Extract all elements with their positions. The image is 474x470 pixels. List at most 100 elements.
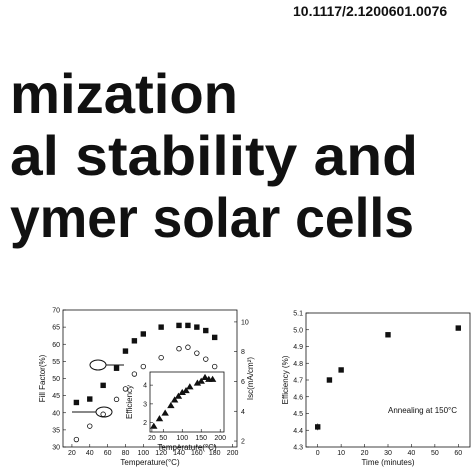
x-tick-label: 150 — [195, 435, 207, 442]
x-tick-label: 200 — [227, 450, 239, 457]
x-tick-label: 80 — [122, 450, 130, 457]
point — [203, 356, 209, 362]
point — [185, 322, 191, 329]
y-tick-label: 4.8 — [293, 361, 303, 368]
point — [158, 354, 164, 361]
y-tick-label: 70 — [52, 308, 60, 315]
point — [182, 386, 190, 394]
x-tick-label: 10 — [337, 450, 345, 457]
y-tick-label: 40 — [52, 410, 60, 417]
title-line: al stability and — [10, 124, 418, 187]
y-tick-label: 4.6 — [293, 394, 303, 401]
y-tick-label: 3 — [143, 401, 147, 408]
point — [211, 363, 218, 370]
point — [155, 415, 164, 422]
y-tick-label: 4.4 — [293, 428, 303, 435]
y2-tick-label: 6 — [241, 379, 245, 386]
point — [158, 324, 164, 330]
point — [161, 409, 169, 416]
point — [170, 396, 179, 403]
x-tick-label: 50 — [431, 450, 439, 457]
charts: 20 40 60 80 100 120 140 160 180 20030354045505560… — [38, 308, 471, 467]
point — [455, 325, 461, 331]
point — [201, 373, 209, 381]
x-tick-label: 40 — [86, 450, 94, 457]
point — [122, 386, 129, 392]
point — [176, 346, 182, 352]
point — [87, 423, 93, 429]
annotation: Annealing at 150°C — [388, 406, 457, 415]
y-tick-label: 5.1 — [293, 311, 303, 318]
point — [186, 383, 194, 390]
point — [131, 338, 138, 344]
point — [113, 396, 120, 403]
y-axis-label: Fill Factor(%) — [38, 354, 47, 402]
y-tick-label: 50 — [52, 376, 60, 383]
y-tick-label: 65 — [52, 325, 60, 332]
y-tick-label: 4.9 — [293, 344, 303, 351]
point — [385, 332, 391, 338]
point — [174, 392, 183, 399]
y2-tick-label: 8 — [241, 349, 245, 356]
x-tick-label: 180 — [209, 450, 221, 457]
x-tick-label: 100 — [137, 450, 149, 457]
y-tick-label: 30 — [52, 445, 60, 452]
y2-tick-label: 2 — [241, 439, 245, 446]
x-tick-label: 120 — [155, 450, 167, 457]
point — [122, 348, 129, 354]
x-axis-label: Time (minutes) — [361, 458, 414, 467]
y-axis-label: Efficiency (%) — [281, 355, 290, 404]
x-tick-label: 20 — [148, 435, 156, 442]
x-tick-label: 30 — [384, 450, 392, 457]
y-tick-label: 4.7 — [293, 378, 303, 385]
y2-tick-label: 10 — [241, 319, 249, 326]
x-tick-label: 20 — [68, 450, 76, 457]
title-line: mization — [10, 62, 238, 125]
point — [203, 327, 209, 334]
x-tick-label: 200 — [214, 435, 226, 442]
point — [208, 375, 217, 382]
y-tick-label: 4.5 — [293, 411, 303, 418]
plot-frame — [149, 371, 225, 433]
point — [194, 350, 200, 356]
y-tick-label: 2 — [143, 420, 147, 427]
point — [100, 382, 106, 389]
y-tick-label: 55 — [52, 359, 60, 366]
x-tick-label: 40 — [408, 450, 416, 457]
x-tick-label: 100 — [176, 435, 188, 442]
y-tick-label: 45 — [52, 393, 60, 400]
point — [131, 371, 138, 377]
x-tick-label: 20 — [361, 450, 369, 457]
point — [326, 377, 333, 383]
point — [185, 344, 191, 350]
point — [150, 422, 158, 429]
y-tick-label: 4.3 — [293, 445, 303, 452]
point — [197, 377, 205, 384]
y-tick-label: 60 — [52, 342, 60, 349]
point — [194, 324, 200, 330]
point — [140, 363, 147, 370]
doi: 10.1117/2.1200601.0076 — [293, 3, 447, 19]
point — [167, 401, 175, 409]
point — [87, 396, 93, 402]
x-tick-label: 60 — [454, 450, 462, 457]
point — [113, 365, 120, 371]
x-tick-label: 0 — [316, 450, 320, 457]
point — [100, 411, 106, 417]
y-axis-label: Efficiency — [125, 385, 134, 419]
point — [73, 399, 80, 406]
point — [176, 322, 182, 329]
x-axis-label: Temperature(°C) — [120, 458, 180, 467]
point — [211, 334, 218, 341]
x-tick-label: 140 — [173, 450, 185, 457]
y2-tick-label: 4 — [241, 409, 245, 416]
point — [140, 331, 147, 337]
x-tick-label: 160 — [191, 450, 203, 457]
y-tick-label: 35 — [52, 427, 60, 434]
point — [73, 436, 80, 443]
point — [315, 424, 321, 430]
x-tick-label: 50 — [159, 435, 167, 442]
legend-ellipse — [89, 359, 107, 371]
y2-axis-label: Isc(mA/cm²) — [246, 357, 255, 400]
